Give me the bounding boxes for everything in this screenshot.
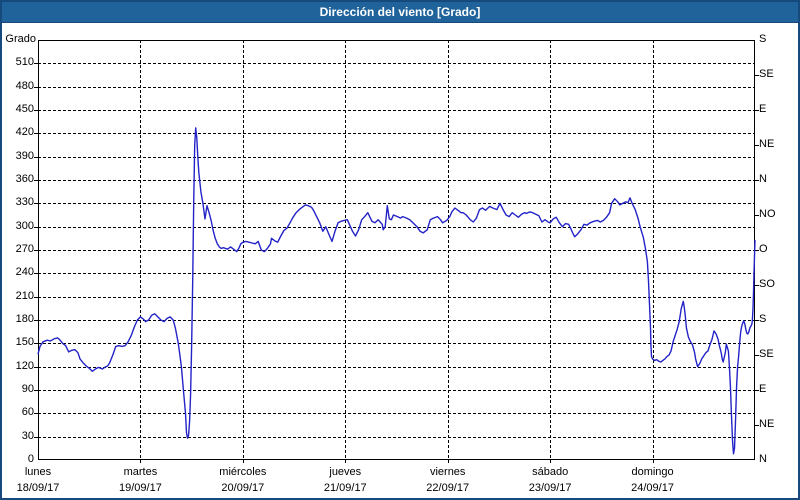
- compass-label: NE: [759, 418, 775, 430]
- y-axis-tick-label: 60: [21, 406, 34, 419]
- day-name-label: lunes: [24, 466, 52, 478]
- day-name-label: viernes: [429, 466, 466, 478]
- compass-label: S: [759, 313, 767, 325]
- day-date-label: 22/09/17: [426, 482, 470, 494]
- y-axis-tick-label: 210: [15, 289, 34, 302]
- y-axis-tick-label: 300: [15, 219, 34, 232]
- y-axis-tick-label: 330: [15, 196, 34, 209]
- chart-canvas: [34, 40, 759, 463]
- day-date-label: 23/09/17: [528, 482, 572, 494]
- chart-title: Dirección del viento [Grado]: [319, 5, 481, 19]
- y-axis-tick-label: 420: [15, 126, 34, 139]
- compass-label: N: [759, 453, 767, 465]
- day-name-label: miércoles: [219, 466, 267, 478]
- day-date-label: 21/09/17: [323, 482, 367, 494]
- compass-label: NE: [759, 138, 775, 150]
- compass-label: SE: [759, 68, 774, 80]
- y-axis-tick-label: 480: [15, 79, 34, 92]
- y-axis-tick-label: 390: [15, 149, 34, 162]
- y-axis-tick-label: 150: [15, 336, 34, 349]
- y-axis-tick-label: 120: [15, 359, 34, 372]
- compass-label: S: [759, 33, 767, 45]
- compass-label: SO: [759, 278, 775, 290]
- title-bar: Dirección del viento [Grado]: [2, 2, 798, 23]
- day-date-label: 19/09/17: [119, 482, 162, 494]
- y-axis-tick-label: 450: [15, 103, 34, 115]
- compass-label: E: [759, 103, 767, 115]
- y-axis-tick-label: 180: [15, 313, 34, 325]
- compass-label: O: [759, 243, 768, 255]
- y-axis-tick-label: 510: [15, 56, 34, 69]
- y-axis-tick-label: 90: [21, 383, 34, 395]
- day-date-label: 24/09/17: [631, 482, 674, 494]
- wind-direction-line: [37, 127, 756, 455]
- y-axis-tick-label: 30: [21, 429, 34, 442]
- compass-label: SE: [759, 348, 774, 360]
- day-name-label: jueves: [329, 466, 362, 478]
- compass-label: NO: [759, 208, 776, 220]
- y-axis-tick-label: 240: [15, 266, 34, 279]
- day-name-label: domingo: [631, 466, 674, 478]
- day-date-label: 20/09/17: [221, 482, 265, 494]
- day-name-label: martes: [123, 466, 158, 478]
- compass-label: E: [759, 383, 767, 395]
- compass-label: N: [759, 173, 767, 185]
- y-axis-tick-label: 0: [27, 453, 34, 465]
- day-name-label: sábado: [532, 466, 569, 478]
- y-axis-tick-label: 270: [15, 243, 34, 255]
- plot-area: [34, 40, 759, 463]
- y-axis-unit-label: Grado: [5, 33, 36, 45]
- day-date-label: 18/09/17: [16, 482, 60, 494]
- y-axis-tick-label: 360: [15, 173, 34, 185]
